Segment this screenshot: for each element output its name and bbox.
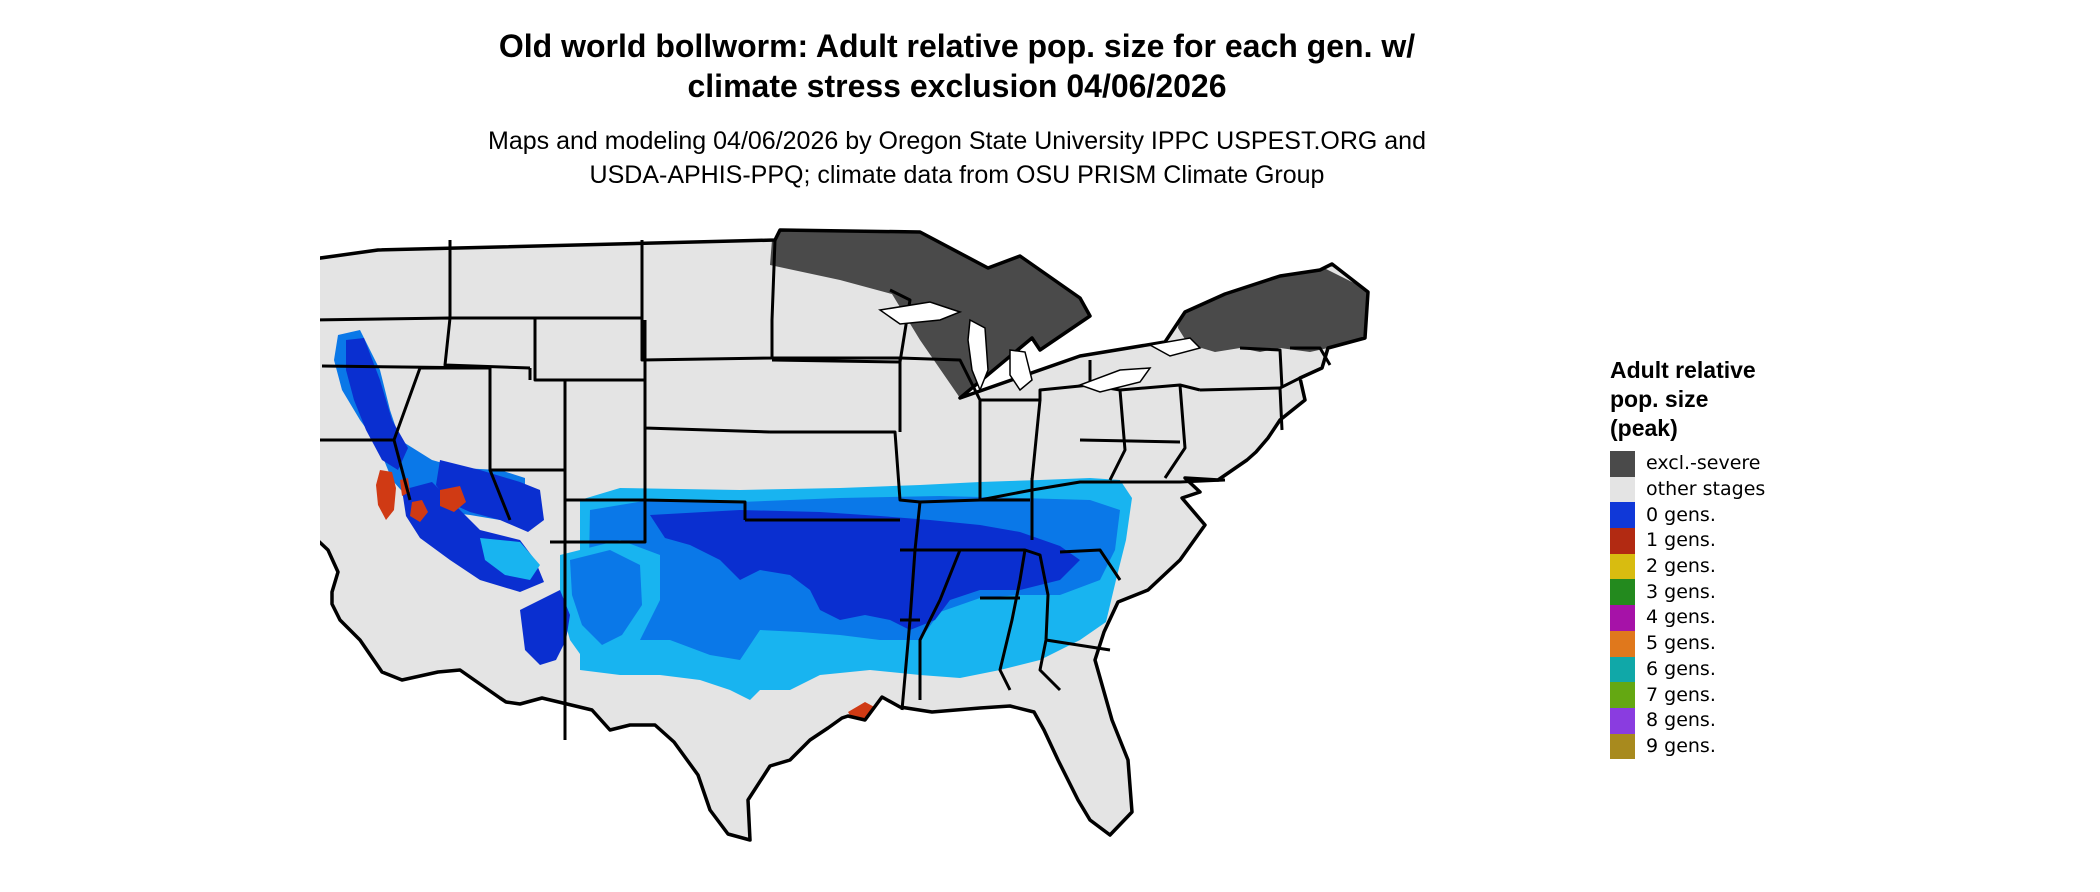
excluded-region-new-england bbox=[1178, 266, 1368, 352]
legend-title-line-3: (peak) bbox=[1610, 415, 1678, 441]
legend-title-line-1: Adult relative bbox=[1610, 357, 1756, 383]
legend-swatch bbox=[1610, 733, 1635, 760]
title-line-1: Old world bollworm: Adult relative pop. … bbox=[498, 28, 1416, 64]
legend-swatch bbox=[1610, 579, 1635, 606]
legend-item: 2 gens. bbox=[1610, 553, 1910, 580]
legend-label: 5 gens. bbox=[1646, 632, 1716, 655]
gen1-arizona-spot-1 bbox=[410, 500, 428, 522]
legend-item: 8 gens. bbox=[1610, 707, 1910, 734]
legend-title-line-2: pop. size bbox=[1610, 386, 1709, 412]
subtitle-line-1: Maps and modeling 04/06/2026 by Oregon S… bbox=[488, 127, 1426, 155]
legend-label: 3 gens. bbox=[1646, 580, 1716, 603]
gen0-southern-dark bbox=[650, 510, 1080, 630]
legend-label: 4 gens. bbox=[1646, 606, 1716, 629]
legend-label: 0 gens. bbox=[1646, 503, 1716, 526]
legend-label: other stages bbox=[1646, 478, 1766, 501]
legend-item: 7 gens. bbox=[1610, 682, 1910, 708]
legend: Adult relative pop. size (peak) excl.-se… bbox=[1610, 356, 1910, 760]
legend-swatch bbox=[1610, 476, 1635, 503]
legend-item: 9 gens. bbox=[1610, 733, 1910, 760]
great-lakes bbox=[878, 301, 1202, 393]
legend-swatch bbox=[1610, 707, 1635, 734]
gen1-arizona-spot-2 bbox=[440, 486, 466, 512]
legend-label: 9 gens. bbox=[1646, 734, 1716, 757]
legend-item: 0 gens. bbox=[1610, 502, 1910, 529]
legend-swatch bbox=[1610, 656, 1635, 683]
legend-items: excl.-severe other stages 0 gens. 1 gens. 2 … bbox=[1610, 451, 1910, 760]
state-borders bbox=[320, 239, 1332, 740]
legend-swatch bbox=[1610, 553, 1635, 580]
gen0-southwest-dark bbox=[436, 460, 544, 532]
legend-item: 4 gens. bbox=[1610, 605, 1910, 631]
gen0-arizona-light bbox=[480, 538, 540, 580]
legend-swatch bbox=[1610, 605, 1635, 631]
subtitle-line-2: USDA-APHIS-PPQ; climate data from OSU PR… bbox=[589, 161, 1325, 189]
chart-title: Old world bollworm: Adult relative pop. … bbox=[0, 26, 1914, 106]
legend-swatch bbox=[1610, 682, 1635, 708]
gen0-california-dark bbox=[346, 338, 408, 470]
legend-label: 7 gens. bbox=[1646, 683, 1716, 706]
title-line-2: climate stress exclusion 04/06/2026 bbox=[687, 68, 1227, 104]
legend-item: 6 gens. bbox=[1610, 656, 1910, 683]
gen1-florida bbox=[1232, 798, 1280, 840]
legend-label: 6 gens. bbox=[1646, 657, 1716, 680]
legend-item: 5 gens. bbox=[1610, 630, 1910, 657]
gen0-texas-mid bbox=[570, 550, 642, 645]
legend-label: 8 gens. bbox=[1646, 709, 1716, 732]
gen1-south-texas bbox=[848, 702, 940, 778]
legend-label: 2 gens. bbox=[1646, 555, 1716, 578]
legend-item: excl.-severe bbox=[1610, 451, 1910, 477]
legend-item: other stages bbox=[1610, 476, 1910, 503]
us-map bbox=[320, 228, 1370, 842]
legend-item: 3 gens. bbox=[1610, 579, 1910, 606]
legend-label: excl.-severe bbox=[1646, 452, 1761, 475]
gen0-west-texas bbox=[520, 590, 570, 665]
legend-swatch bbox=[1610, 630, 1635, 657]
legend-item: 1 gens. bbox=[1610, 528, 1910, 554]
legend-label: 1 gens. bbox=[1646, 529, 1716, 552]
legend-swatch bbox=[1610, 502, 1635, 529]
gen1-southern-california bbox=[376, 470, 396, 520]
chart-subtitle: Maps and modeling 04/06/2026 by Oregon S… bbox=[0, 124, 1914, 192]
legend-title: Adult relative pop. size (peak) bbox=[1610, 356, 1910, 443]
legend-swatch bbox=[1610, 528, 1635, 554]
legend-swatch bbox=[1610, 451, 1635, 477]
